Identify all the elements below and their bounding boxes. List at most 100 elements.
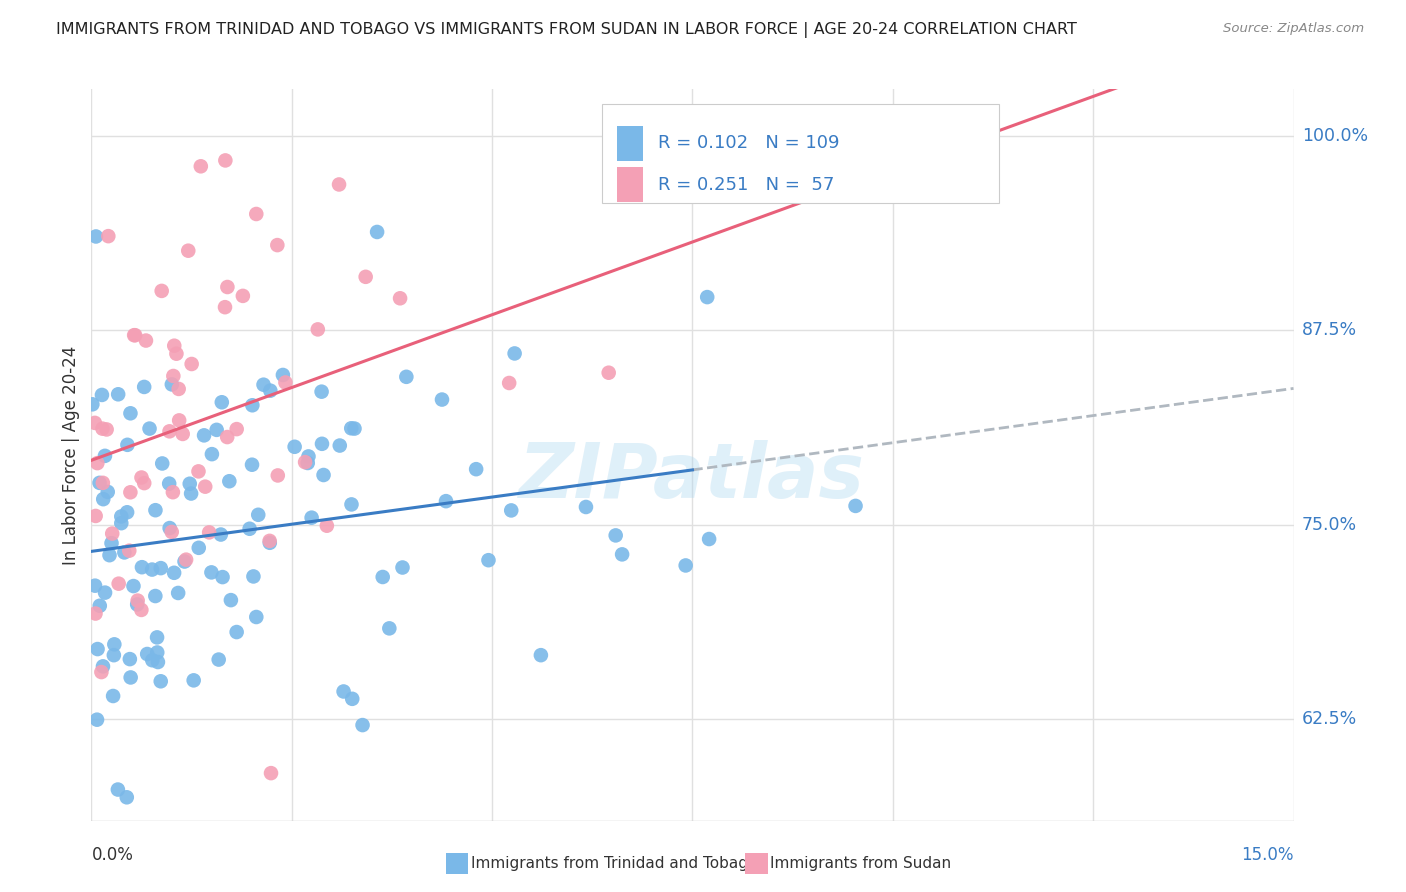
Point — [465, 462, 488, 476]
Text: 100.0%: 100.0% — [1302, 127, 1368, 145]
Point — [120, 485, 142, 500]
Point — [100, 536, 122, 550]
Point — [160, 524, 183, 539]
Point — [211, 395, 233, 409]
Point — [131, 560, 153, 574]
Point — [110, 516, 132, 531]
Point — [180, 357, 202, 371]
Point — [311, 384, 333, 399]
Point — [127, 593, 149, 607]
Point — [274, 376, 297, 390]
Point — [84, 607, 107, 621]
Point — [219, 593, 242, 607]
Point — [120, 406, 142, 420]
Text: R = 0.251   N =  57: R = 0.251 N = 57 — [658, 176, 834, 194]
Point — [371, 570, 394, 584]
Point — [90, 665, 112, 679]
Point — [89, 599, 111, 613]
Text: R = 0.102   N = 109: R = 0.102 N = 109 — [658, 135, 839, 153]
Point — [240, 398, 263, 412]
Text: 0.0%: 0.0% — [91, 846, 134, 863]
Point — [225, 625, 247, 640]
Point — [163, 566, 186, 580]
Bar — [617, 167, 643, 202]
Point — [259, 536, 281, 550]
Point — [115, 790, 138, 805]
Point — [211, 570, 233, 584]
Text: 15.0%: 15.0% — [1241, 846, 1294, 863]
Point — [84, 508, 107, 523]
Point — [391, 560, 413, 574]
Point — [136, 647, 159, 661]
Point — [605, 528, 627, 542]
Point — [141, 653, 163, 667]
Point — [329, 438, 352, 452]
Point — [205, 423, 228, 437]
Text: IMMIGRANTS FROM TRINIDAD AND TOBAGO VS IMMIGRANTS FROM SUDAN IN LABOR FORCE | AG: IMMIGRANTS FROM TRINIDAD AND TOBAGO VS I… — [56, 22, 1077, 38]
Point — [307, 322, 329, 336]
Point — [366, 225, 388, 239]
Point — [89, 475, 111, 490]
Point — [340, 497, 363, 511]
Point — [354, 269, 377, 284]
Point — [83, 416, 105, 430]
Point — [498, 376, 520, 390]
Point — [311, 437, 333, 451]
Point — [294, 455, 316, 469]
Point — [352, 718, 374, 732]
Text: Immigrants from Trinidad and Tobago: Immigrants from Trinidad and Tobago — [471, 856, 758, 871]
Point — [84, 579, 107, 593]
Point — [157, 476, 180, 491]
Point — [198, 525, 221, 540]
Point — [103, 648, 125, 662]
Point — [82, 397, 104, 411]
Point — [159, 521, 181, 535]
Point — [217, 280, 239, 294]
Point — [124, 328, 146, 343]
Point — [217, 430, 239, 444]
Point — [696, 290, 718, 304]
Point — [395, 369, 418, 384]
Point — [91, 422, 114, 436]
Point — [598, 366, 620, 380]
Point — [190, 159, 212, 173]
Point — [94, 449, 117, 463]
Point — [242, 569, 264, 583]
Point — [91, 388, 114, 402]
Point — [141, 563, 163, 577]
Point — [240, 458, 263, 472]
Point — [162, 369, 184, 384]
Text: Source: ZipAtlas.com: Source: ZipAtlas.com — [1223, 22, 1364, 36]
Point — [575, 500, 598, 514]
Point — [107, 782, 129, 797]
Point — [120, 670, 142, 684]
Point — [209, 527, 232, 541]
Point — [118, 652, 141, 666]
Point — [138, 421, 160, 435]
Point — [91, 659, 114, 673]
Point — [208, 652, 231, 666]
FancyBboxPatch shape — [602, 103, 1000, 202]
Point — [179, 476, 201, 491]
Point — [315, 518, 337, 533]
Point — [245, 207, 267, 221]
Point — [267, 468, 290, 483]
Point — [342, 691, 364, 706]
Point — [127, 598, 149, 612]
Point — [259, 384, 281, 398]
Point — [260, 766, 283, 780]
Point — [117, 438, 139, 452]
Text: 75.0%: 75.0% — [1302, 516, 1357, 534]
Point — [167, 413, 190, 427]
Point — [232, 289, 254, 303]
Point — [146, 631, 169, 645]
Point — [297, 450, 319, 464]
Point — [146, 655, 169, 669]
Point — [340, 421, 363, 435]
Point — [101, 689, 124, 703]
Point — [284, 440, 307, 454]
Point — [165, 347, 187, 361]
Point — [143, 589, 166, 603]
Point — [201, 447, 224, 461]
Point — [107, 576, 129, 591]
